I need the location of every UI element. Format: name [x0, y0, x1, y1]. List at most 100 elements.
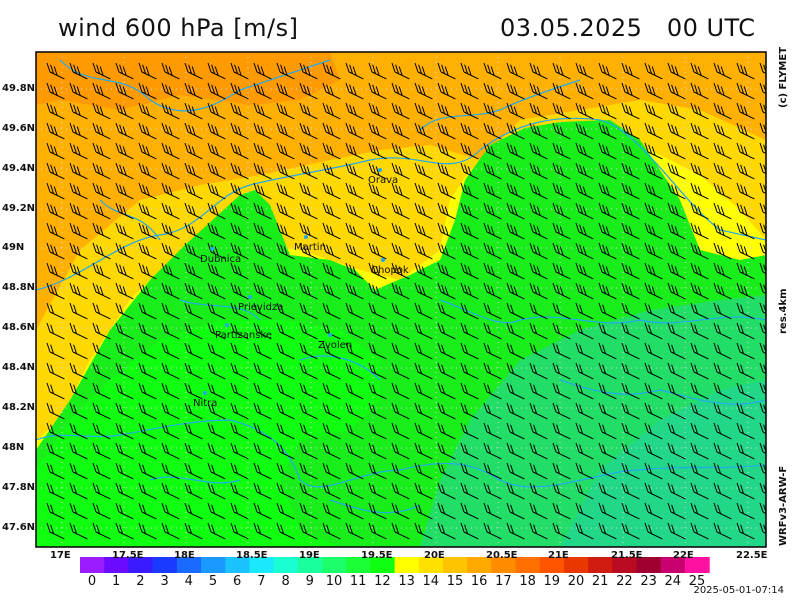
- wind-barb: [667, 122, 686, 140]
- wind-barb: [69, 342, 88, 360]
- wind-barb: [230, 482, 249, 500]
- wind-barb: [230, 462, 249, 480]
- wind-barb: [483, 302, 502, 320]
- wind-barb: [322, 282, 341, 300]
- wind-barb: [207, 202, 226, 220]
- colorbar-swatch: [176, 557, 202, 573]
- wind-barb: [345, 302, 364, 320]
- wind-barb: [230, 382, 249, 400]
- wind-barb: [690, 362, 709, 380]
- wind-barb: [690, 462, 709, 480]
- wind-barb: [184, 462, 203, 480]
- wind-barb: [460, 122, 479, 140]
- wind-barb: [437, 482, 456, 500]
- city-label: Partizanske: [215, 330, 272, 341]
- wind-barb: [644, 522, 663, 540]
- wind-barb: [299, 342, 318, 360]
- wind-barb: [414, 382, 433, 400]
- wind-barb: [759, 142, 766, 155]
- colorbar-label: 3: [160, 574, 169, 589]
- wind-barb: [437, 242, 456, 260]
- wind-barb: [437, 462, 456, 480]
- wind-barb: [598, 182, 617, 200]
- wind-barb: [437, 382, 456, 400]
- wind-barb: [276, 122, 295, 140]
- wind-barb: [391, 282, 410, 300]
- wind-barb: [345, 242, 364, 260]
- wind-barb: [92, 142, 111, 160]
- wind-barb: [253, 142, 272, 160]
- wind-barb: [483, 462, 502, 480]
- wind-barb: [644, 162, 663, 180]
- wind-barb: [253, 202, 272, 220]
- wind-barb: [115, 522, 134, 540]
- wind-barb: [345, 342, 364, 360]
- resolution-label: res.4km: [778, 288, 789, 335]
- wind-barb: [253, 262, 272, 280]
- wind-barb: [299, 282, 318, 300]
- wind-barb: [483, 102, 502, 120]
- wind-barb: [437, 202, 456, 220]
- city-label: Nitra: [193, 398, 217, 409]
- wind-barb: [414, 282, 433, 300]
- wind-barb: [690, 402, 709, 420]
- wind-barb: [46, 82, 65, 100]
- wind-barb: [92, 242, 111, 260]
- wind-barb: [345, 222, 364, 240]
- wind-barb: [276, 82, 295, 100]
- wind-barb: [276, 202, 295, 220]
- wind-barb: [46, 382, 65, 400]
- wind-barb: [713, 102, 732, 120]
- wind-barb: [230, 62, 249, 80]
- wind-barb: [345, 262, 364, 280]
- wind-barb: [230, 342, 249, 360]
- wind-barb: [483, 402, 502, 420]
- wind-barb: [368, 142, 387, 160]
- wind-barb: [138, 262, 157, 280]
- colorbar-swatch: [297, 557, 323, 573]
- wind-barb: [598, 82, 617, 100]
- wind-barb: [46, 282, 65, 300]
- wind-barb: [644, 322, 663, 340]
- wind-barb: [483, 62, 502, 80]
- wind-barb: [115, 162, 134, 180]
- city-markers: Orava Dubnica Martin Chopok Prievidza Partiza…: [193, 168, 409, 409]
- wind-barb: [184, 342, 203, 360]
- wind-barb: [391, 182, 410, 200]
- wind-barb: [598, 482, 617, 500]
- wind-barb: [46, 322, 65, 340]
- wind-barb: [391, 502, 410, 520]
- wind-barb: [368, 322, 387, 340]
- city-marker: [203, 391, 207, 395]
- wind-barb: [138, 302, 157, 320]
- wind-barb: [391, 482, 410, 500]
- wind-barb: [230, 162, 249, 180]
- wind-barb: [552, 142, 571, 160]
- wind-barb: [368, 222, 387, 240]
- colorbar-swatch: [152, 557, 178, 573]
- wind-barb: [621, 302, 640, 320]
- wind-barb: [207, 362, 226, 380]
- wind-barb: [138, 442, 157, 460]
- wind-barb: [391, 82, 410, 100]
- lat-lon-grid: [36, 52, 766, 547]
- wind-barb: [598, 282, 617, 300]
- wind-barb: [391, 122, 410, 140]
- wind-barb: [253, 182, 272, 200]
- wind-barb: [368, 482, 387, 500]
- wind-barb: [414, 162, 433, 180]
- wind-barb: [736, 382, 755, 400]
- wind-barb: [621, 102, 640, 120]
- wind-barb: [529, 262, 548, 280]
- wind-barb: [46, 122, 65, 140]
- wind-barb: [552, 162, 571, 180]
- wind-barb: [690, 442, 709, 460]
- wind-barb: [667, 402, 686, 420]
- wind-barb: [368, 282, 387, 300]
- wind-barb: [46, 62, 65, 80]
- wind-barb: [368, 382, 387, 400]
- wind-barb: [322, 502, 341, 520]
- wind-barb: [207, 82, 226, 100]
- wind-barb: [644, 362, 663, 380]
- wind-barb: [161, 242, 180, 260]
